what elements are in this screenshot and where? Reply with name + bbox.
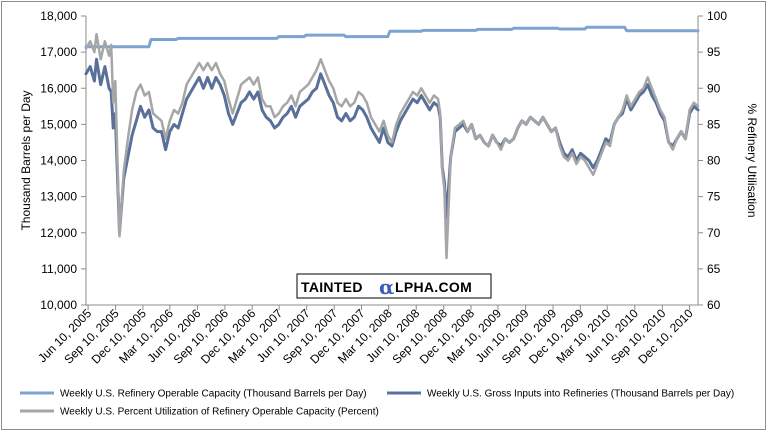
watermark-alpha: α: [379, 275, 394, 299]
y-right-tick-label: 85: [707, 117, 721, 131]
capacity-series-line: [84, 25, 700, 49]
gross-inputs-series-line: [84, 57, 700, 235]
y-left-tick-label: 15,000: [40, 117, 77, 131]
watermark-prefix: TAINTED: [301, 279, 363, 295]
y-left-tick-label: 12,000: [40, 226, 77, 240]
y-left-tick-label: 18,000: [40, 9, 77, 23]
y-right-tick-label: 80: [707, 154, 721, 168]
y-left-tick-label: 11,000: [41, 262, 77, 276]
y-right-tick-label: 100: [707, 9, 727, 23]
legend-capacity-label: Weekly U.S. Refinery Operable Capacity (…: [60, 389, 367, 400]
legend: Weekly U.S. Refinery Operable Capacity (…: [20, 389, 734, 418]
y-left-tick-label: 13,000: [40, 190, 77, 204]
y-left-tick-label: 16,000: [40, 81, 77, 95]
y-left-tick-label: 14,000: [40, 154, 77, 168]
y-left-tick-label: 17,000: [40, 45, 77, 59]
y-axis-right-title: % Refinery Utilisation: [745, 103, 759, 217]
y-right-tick-label: 95: [707, 45, 721, 59]
y-left-tick-label: 10,000: [40, 298, 77, 312]
legend-utilization-label: Weekly U.S. Percent Utilization of Refin…: [60, 407, 379, 418]
y-right-tick-label: 75: [707, 190, 721, 204]
y-right-tick-label: 60: [707, 298, 721, 312]
y-axis-left-title: Thousand Barrels per Day: [19, 90, 33, 230]
legend-gross-inputs-label: Weekly U.S. Gross Inputs into Refineries…: [427, 389, 734, 400]
utilization-series-line: [84, 32, 700, 260]
watermark-box: [296, 273, 492, 299]
y-right-tick-label: 65: [707, 262, 721, 276]
y-right-tick-label: 90: [707, 81, 721, 95]
y-right-tick-label: 70: [707, 226, 721, 240]
watermark-suffix: LPHA.COM: [395, 279, 472, 295]
watermark-logo: TAINTED α LPHA.COM: [296, 273, 492, 299]
